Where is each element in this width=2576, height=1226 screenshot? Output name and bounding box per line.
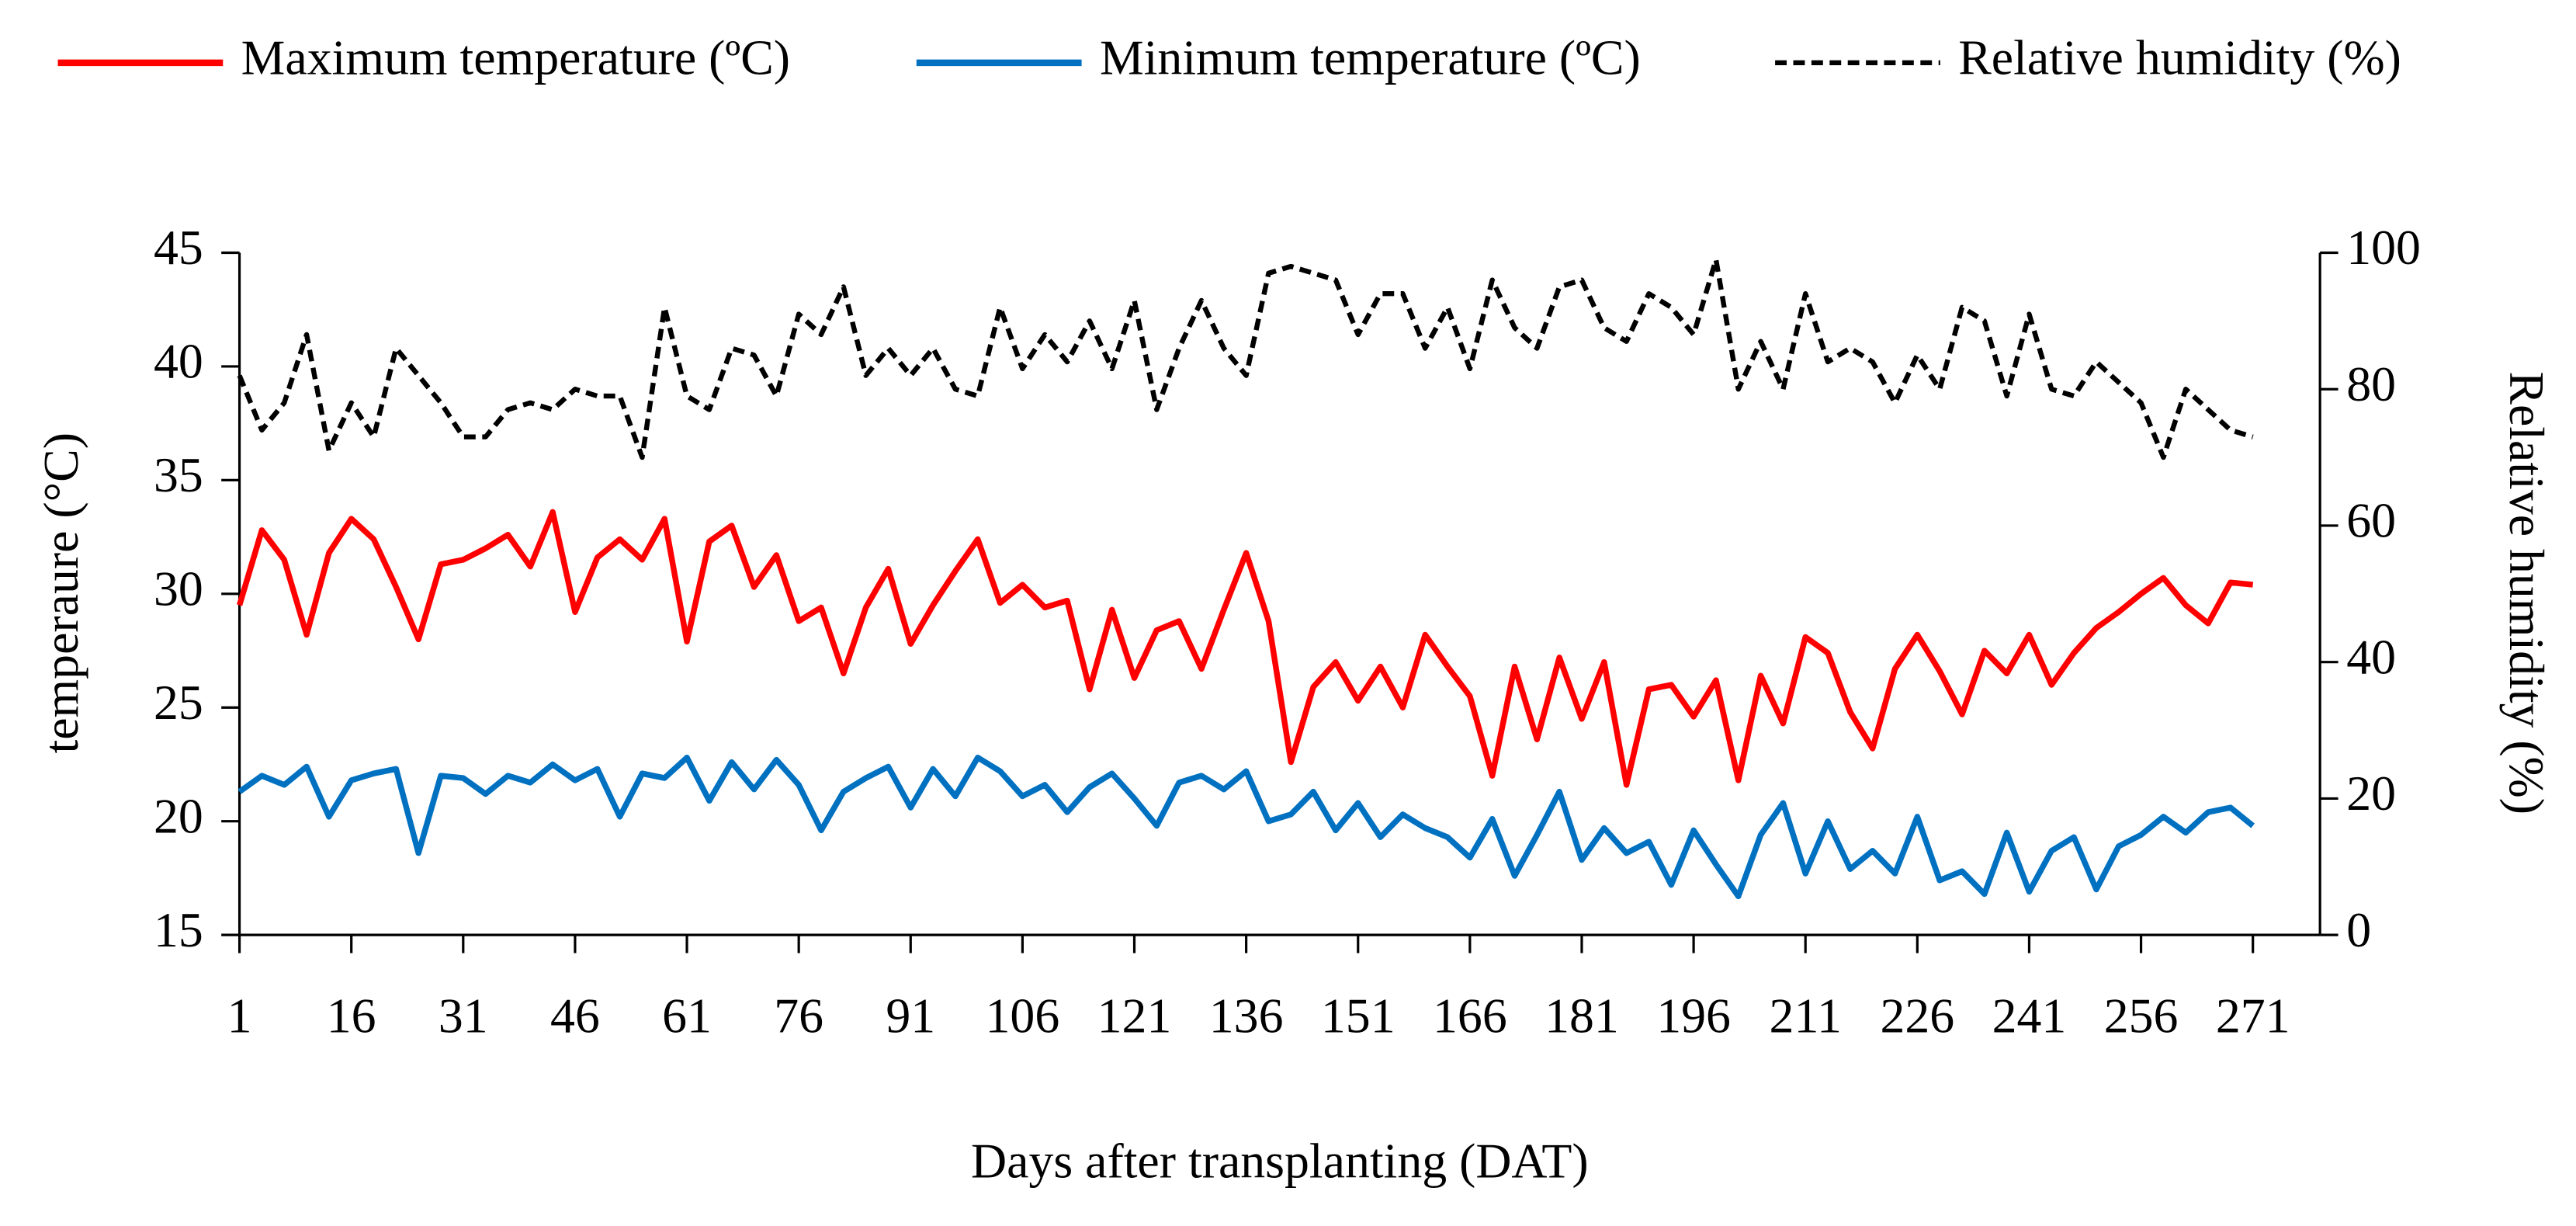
x-tick-label: 1 [227,988,252,1043]
y-tick-label: 40 [154,334,203,389]
y-axis-title: temperaure (°C) [33,432,88,754]
x-tick-label: 151 [1321,988,1395,1043]
legend-label: Minimum temperature (ºC) [1100,30,1641,85]
x-tick-label: 181 [1545,988,1619,1043]
x-tick-label: 91 [886,988,935,1043]
y2-axis-title: Relative humidity (%) [2499,371,2554,814]
x-tick-label: 226 [1880,988,1954,1043]
y2-tick-label: 60 [2346,493,2396,548]
x-tick-label: 61 [662,988,712,1043]
x-tick-label: 121 [1097,988,1172,1043]
legend-label: Relative humidity (%) [1958,30,2401,85]
x-tick-label: 256 [2104,988,2179,1043]
x-tick-label: 211 [1770,988,1842,1043]
y-tick-label: 30 [154,561,203,616]
x-tick-label: 106 [986,988,1060,1043]
y2-tick-label: 100 [2346,220,2421,275]
legend-label: Maximum temperature (ºC) [241,30,790,85]
y2-tick-label: 0 [2346,902,2371,957]
y2-tick-label: 40 [2346,629,2396,684]
series-line [237,754,2255,900]
y-tick-label: 35 [154,447,203,502]
y2-tick-label: 80 [2346,356,2396,412]
x-tick-label: 136 [1209,988,1284,1043]
x-axis-title: Days after transplanting (DAT) [971,1134,1589,1189]
x-tick-label: 46 [550,988,600,1043]
series-line [237,257,2254,460]
x-tick-label: 241 [1992,988,2067,1043]
x-tick-label: 196 [1656,988,1731,1043]
y-tick-label: 25 [154,675,203,730]
x-tick-label: 166 [1433,988,1507,1043]
x-tick-label: 31 [439,988,488,1043]
y2-tick-label: 20 [2346,766,2396,821]
series-line [236,509,2254,788]
x-tick-label: 16 [327,988,376,1043]
y-tick-label: 15 [154,902,203,957]
x-tick-label: 76 [774,988,823,1043]
x-tick-label: 271 [2216,988,2290,1043]
y-tick-label: 20 [154,788,203,843]
y-tick-label: 45 [154,220,203,275]
